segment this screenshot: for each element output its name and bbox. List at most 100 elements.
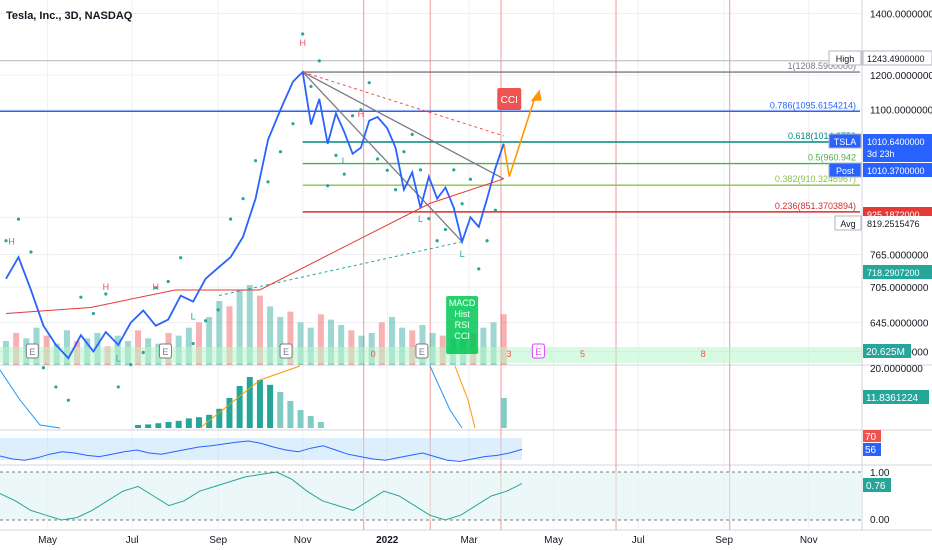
psar-dot [79,295,83,299]
psar-dot [468,177,473,181]
macd-hist-bar [155,423,162,428]
price-label-bg [863,265,932,279]
psar-dot [191,341,195,346]
time-axis[interactable]: May Jul Sep Nov 2022 Mar May Jul Sep Nov [38,535,817,546]
price-label-bg [863,216,932,230]
time-tick: May [544,535,563,546]
macd-hist-bar [277,392,284,428]
pivot-marker: L [116,354,121,364]
price-label-bg [862,50,932,66]
macd-hist-bar [236,386,243,428]
price-label-name: TSLA [834,137,857,147]
signal-line [199,365,301,429]
psar-dot [41,366,46,370]
pivot-marker: L [191,312,196,322]
fib-level-label: 1(1208.5900000) [787,61,856,71]
psar-dot [266,180,270,184]
volume-bar [226,306,233,365]
psar-dot [301,32,305,36]
psar-dot [54,385,58,389]
projection-arrow-icon [530,89,542,102]
macd-label: 11.8361224 [866,393,919,404]
cci-tick: 1.00 [870,468,890,479]
earnings-marker [279,343,293,359]
price-label-tag [828,133,862,149]
macd-hist-bar [175,420,182,428]
rsi-band [0,438,522,460]
macd-hist-bar [226,398,233,428]
price-label-value: 1010.6400000 [867,137,925,147]
psar-dot [309,84,313,89]
rsi-line [0,440,523,462]
volume-bar [246,285,253,365]
price-label-value: 925.1872000 [867,210,920,220]
volume-bar [480,327,487,365]
volume-bar [328,319,335,365]
price-axis[interactable]: 1400.00000001200.00000001100.0000000840.… [828,9,932,526]
cycle-count: 5 [580,349,585,359]
psar-dot [326,184,330,188]
time-tick: Sep [209,535,227,546]
macd-tick: 20.0000000 [870,364,923,375]
moving-average-line [5,178,504,314]
trend-drawings[interactable] [218,71,542,297]
cci-tag [497,88,522,110]
psar-dot [460,202,464,206]
time-tick: May [38,535,57,546]
psar-dot [317,59,321,63]
psar-dot [179,256,183,260]
psar-dot [443,227,448,232]
price-tick: 765.0000000 [870,251,929,262]
volume-bar [267,306,274,365]
time-tick: Nov [294,535,312,546]
price-label-tag [828,50,862,66]
price-label-tag [828,162,862,178]
trend-line [302,71,505,180]
rsi-label-bg [863,443,881,456]
earnings-marker [415,343,429,359]
price-label-tag [834,215,862,231]
earnings-label: E [535,347,541,357]
macd-hist-bar [246,377,253,428]
volume-bar [277,317,284,365]
fib-level-label: 0.236(851.3703894) [775,201,856,211]
macd-hist-bar [256,380,263,428]
volume-bar [490,322,497,365]
psar-dot [385,168,389,172]
price-tick: 645.0000000 [870,319,929,330]
indicator-panes [0,365,862,521]
earnings-label: E [29,347,35,357]
volume-bar [317,314,324,365]
volume-bar [216,301,223,365]
time-tick: Nov [800,535,818,546]
trend-line [302,71,463,243]
volume-bar [388,317,395,365]
price-label-name: Avg [840,219,855,229]
psar-dot [427,217,431,221]
psar-dot [216,308,220,312]
cci-tick: 0.00 [870,515,890,526]
price-tick: 1200.0000000 [870,71,932,82]
macd-line [429,365,463,429]
psar-dot [351,114,355,118]
volume-band [0,347,862,363]
psar-dot [228,217,233,221]
macd-hist-bar [216,408,223,428]
psar-dot [129,363,133,367]
fib-retracement[interactable]: 1(1208.5900000) 0.786(1095.6154214) 0.618(… [0,60,862,213]
volume-bar [307,327,314,365]
earnings-label: E [162,347,168,357]
price-label-name: High [836,54,855,64]
earnings-marker [158,343,172,359]
time-tick: Sep [715,535,733,546]
cci-line [0,471,523,521]
psar-dot [342,172,346,176]
cci-tag-label: CCI [501,95,518,106]
macd-hist-bar [206,414,213,428]
fib-level-label: 0.618(1014.3759 [788,131,856,141]
psar-dot [393,188,398,192]
volume-label-bg [863,344,911,358]
psar-dot [485,239,489,243]
pivot-marker: H [103,282,110,292]
